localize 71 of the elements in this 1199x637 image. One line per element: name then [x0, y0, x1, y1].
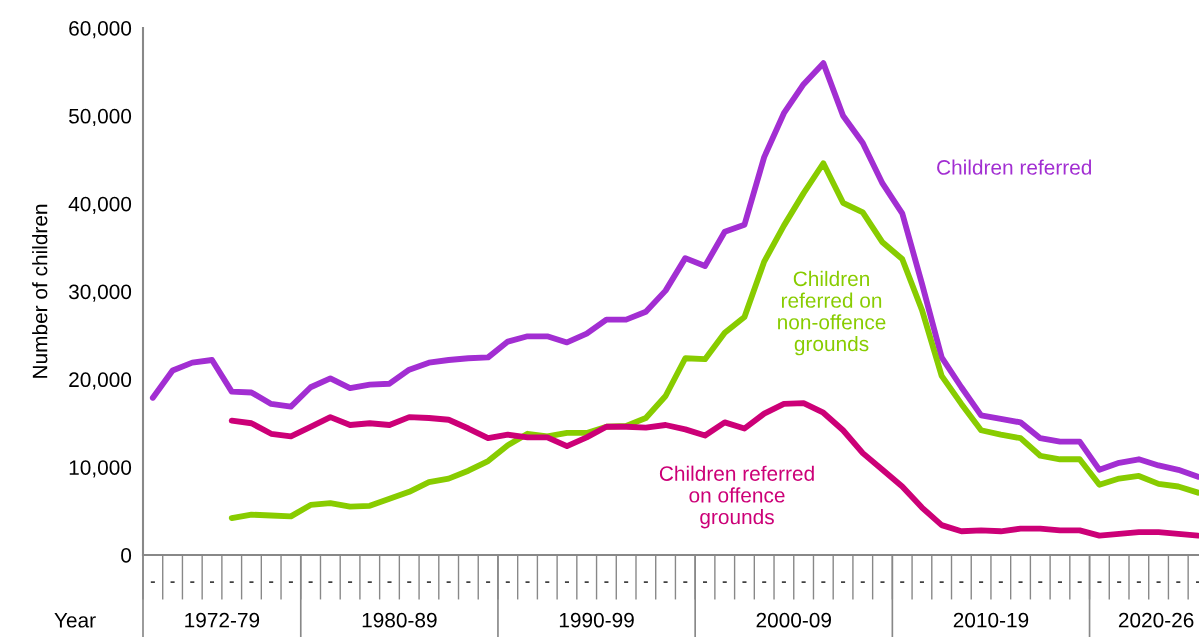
y-tick-label: 40,000	[68, 196, 132, 214]
x-tick-label: -	[269, 581, 274, 583]
y-tick-label: 10,000	[69, 460, 132, 478]
x-tick-label: -	[446, 581, 451, 583]
x-tick-label: -	[348, 581, 353, 583]
x-tick-label: -	[1018, 581, 1023, 583]
x-tick-label: -	[742, 581, 747, 583]
x-tick-label: -	[288, 581, 293, 583]
x-tick-label: -	[880, 581, 885, 583]
x-tick-label: -	[1077, 581, 1082, 583]
x-tick-label: -	[426, 581, 431, 583]
x-tick-label: -	[190, 581, 195, 583]
x-tick-label: -	[663, 581, 668, 583]
x-tick-label: -	[1136, 581, 1141, 583]
x-tick-label: -	[525, 581, 530, 583]
x-tick-label: -	[841, 581, 846, 583]
x-tick-label: -	[821, 581, 826, 583]
y-axis-title: Number of children	[32, 204, 48, 378]
text: Children referred	[937, 159, 1092, 175]
text: 2020-26	[1118, 612, 1194, 628]
x-tick-label: -	[308, 581, 313, 583]
x-tick-label: -	[860, 581, 865, 583]
x-tick-label: -	[505, 581, 510, 583]
x-tick-label: -	[170, 581, 175, 583]
y-tick-label: 30,000	[68, 284, 132, 302]
x-tick-label: -	[486, 581, 491, 583]
x-tick-label: -	[702, 581, 708, 583]
x-tick-label: -	[722, 581, 727, 583]
x-tick-label: -	[150, 581, 155, 583]
text: 1972-79	[185, 612, 260, 628]
text: 1980-89	[362, 612, 437, 628]
x-tick-label: -	[367, 581, 372, 583]
x-tick-label: -	[209, 581, 215, 583]
text: 2000-09	[756, 612, 831, 628]
text: 1990-99	[559, 612, 634, 628]
x-tick-label: -	[900, 581, 905, 583]
x-tick-label: -	[781, 581, 786, 583]
x-tick-label: -	[604, 581, 609, 583]
x-tick-label: -	[229, 581, 234, 583]
x-tick-label: -	[545, 581, 550, 583]
x-tick-label: -	[919, 581, 924, 583]
x-tick-label: -	[624, 581, 629, 583]
x-tick-label: -	[466, 581, 471, 583]
x-tick-label: -	[643, 581, 648, 583]
x-tick-label: -	[1097, 581, 1102, 583]
x-tick-label: -	[1057, 581, 1063, 583]
x-tick-label: -	[683, 581, 688, 583]
x-tick-label: -	[998, 581, 1003, 583]
x-tick-label: -	[1156, 581, 1161, 583]
x-tick-label: -	[584, 581, 589, 583]
x-tick-label: -	[328, 581, 333, 583]
x-tick-label: -	[1176, 581, 1181, 583]
x-tick-label: -	[1038, 581, 1043, 583]
y-tick-label: 20,000	[69, 372, 132, 390]
x-tick-label: -	[407, 581, 412, 583]
series-label: Children referred on offence grounds	[659, 465, 814, 529]
x-tick-label: -	[979, 581, 984, 583]
x-tick-label: -	[249, 581, 254, 583]
x-axis-title: Year	[54, 613, 96, 628]
text: 2010-19	[953, 612, 1029, 628]
y-tick-label: 50,000	[69, 108, 132, 127]
y-tick-label: 0	[121, 548, 132, 563]
x-tick-label: -	[801, 581, 806, 583]
x-tick-label: -	[564, 581, 570, 583]
x-tick-label: -	[939, 581, 944, 583]
y-tick-label: 60,000	[69, 21, 132, 39]
x-tick-label: -	[959, 581, 964, 583]
x-tick-label: -	[1117, 581, 1122, 583]
series-label: Children referred on non-offence grounds	[778, 270, 886, 356]
x-tick-label: -	[387, 581, 392, 583]
x-tick-label: -	[762, 581, 767, 583]
